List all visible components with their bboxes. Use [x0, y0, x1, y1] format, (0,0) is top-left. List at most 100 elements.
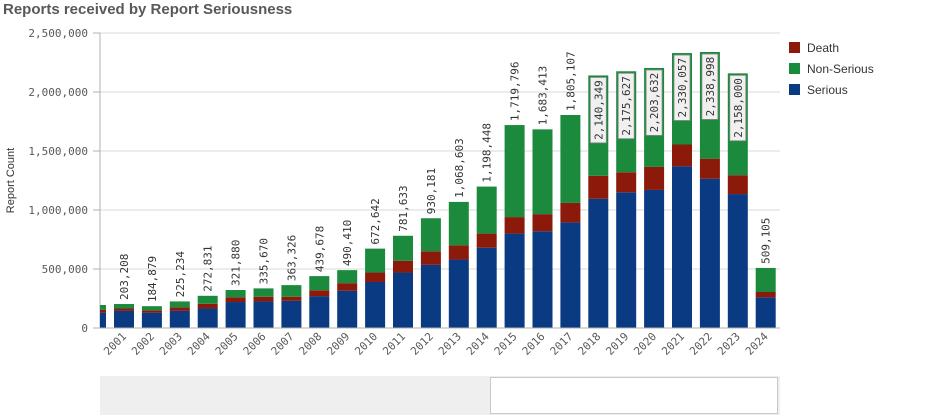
total-label: 184,879 [146, 256, 159, 302]
bar-segment-death [644, 166, 665, 190]
bar-segment-serious [644, 189, 665, 328]
x-tick-label: 2006 [241, 330, 269, 358]
bar-segment-serious [532, 231, 553, 328]
total-label: 781,633 [397, 185, 410, 231]
x-tick-label: 2011 [380, 330, 408, 358]
bar-segment-non-serious [169, 301, 190, 308]
bar-segment-serious [197, 308, 218, 328]
bar-segment-non-serious [476, 186, 497, 234]
bar-segment-non-serious [365, 248, 386, 273]
x-tick-label: 2023 [715, 330, 743, 358]
bar-segment-serious [727, 194, 748, 328]
total-label: 1,068,603 [453, 138, 466, 198]
legend-swatch [789, 42, 800, 53]
x-tick-label: 2016 [520, 330, 548, 358]
y-tick-label: 0 [81, 322, 88, 335]
bar-segment-death [560, 202, 581, 223]
bar-segment-serious [365, 281, 386, 328]
bar-segment-serious [616, 192, 637, 328]
total-label-box [617, 72, 635, 140]
chart-title: Reports received by Report Seriousness [3, 1, 293, 18]
bar-segment-death [225, 297, 246, 303]
bar-segment-serious [504, 233, 525, 328]
legend-swatch [789, 63, 800, 74]
x-tick-label: 2015 [492, 330, 520, 358]
bar-segment-death [672, 144, 692, 167]
y-tick-label: 1,000,000 [28, 204, 88, 217]
scrollbar-thumb[interactable] [490, 377, 778, 414]
total-label: 203,208 [118, 254, 131, 300]
bar-segment-non-serious [225, 290, 246, 298]
total-label: 335,670 [258, 238, 271, 284]
bar-segment-death [141, 310, 162, 313]
x-tick-label: 2020 [631, 330, 659, 358]
bar-segment-death [169, 307, 190, 311]
x-tick-label: 2024 [743, 330, 771, 358]
x-tick-label: 2013 [436, 330, 464, 358]
x-tick-label: 2012 [408, 330, 436, 358]
bar-series [100, 51, 776, 328]
bar-segment-death [197, 303, 218, 309]
legend-label: Serious [807, 83, 848, 97]
y-axis-label: Report Count [5, 148, 17, 213]
bar-segment-non-serious [197, 295, 218, 304]
legend-label: Non-Serious [807, 62, 874, 76]
bar-segment-serious [420, 264, 441, 328]
bar-segment-death [616, 172, 637, 193]
y-tick-label: 1,500,000 [28, 145, 88, 158]
x-tick-label: 2019 [603, 330, 631, 358]
legend-label: Death [807, 41, 839, 55]
total-labels: 203,208 184,879 225,234 272,831 321,880 335,6… [118, 51, 773, 302]
legend-swatch [789, 84, 800, 95]
bar-segment-death [114, 308, 134, 311]
bar-segment-non-serious [337, 270, 358, 284]
bar-segment-serious [448, 259, 469, 328]
bar-segment-non-serious [448, 201, 469, 246]
total-label: 2,330,057 [676, 58, 689, 118]
y-axis: 0 500,000 1,000,000 1,500,000 2,000,000 2,500… [28, 27, 101, 335]
x-tick-label: 2010 [352, 330, 380, 358]
x-tick-label: 2014 [464, 330, 492, 358]
x-tick-label: 2002 [129, 330, 157, 358]
bar-segment-serious [588, 198, 609, 328]
bar-segment-serious [337, 290, 358, 328]
x-axis: 2001 2002 2003 2004 2005 2006 2007 2008 2009 2010… [100, 327, 780, 358]
bar-segment-serious [281, 300, 302, 328]
bar-segment-non-serious [560, 114, 581, 203]
bar-segment-serious [560, 222, 581, 328]
bar-segment-death [504, 217, 525, 234]
total-label: 1,805,107 [564, 51, 577, 111]
bar-segment-partial [100, 312, 106, 328]
x-tick-label: 2003 [157, 330, 185, 358]
bar-segment-death [281, 296, 302, 301]
bar-segment-non-serious [532, 129, 553, 215]
bar-segment-serious [141, 312, 162, 328]
x-tick-label: 2008 [296, 330, 324, 358]
x-tick-label: 2007 [269, 330, 297, 358]
x-tick-label: 2022 [687, 330, 715, 358]
bar-segment-non-serious [755, 267, 776, 293]
bar-segment-serious [699, 178, 720, 328]
x-tick-label: 2021 [659, 330, 687, 358]
total-label: 2,140,349 [592, 80, 605, 140]
total-label: 225,234 [174, 251, 187, 298]
chart-scrollbar[interactable] [100, 376, 780, 415]
total-label: 363,326 [285, 235, 298, 281]
bar-segment-death [699, 158, 720, 179]
total-label: 1,198,448 [481, 123, 494, 183]
bar-segment-death [420, 251, 441, 265]
bar-segment-serious [309, 296, 330, 328]
bar-segment-death [476, 233, 497, 248]
bar-segment-serious [114, 310, 134, 328]
x-tick-label: 2005 [213, 330, 241, 358]
total-label: 2,338,998 [704, 57, 717, 117]
total-label-box [589, 77, 607, 144]
bar-segment-death [365, 272, 386, 282]
bar-segment-non-serious [114, 304, 134, 309]
bar-segment-partial [100, 304, 106, 310]
bar-segment-death [532, 214, 553, 232]
bar-segment-death [253, 296, 274, 302]
bar-segment-death [337, 283, 358, 291]
bar-segment-non-serious [141, 306, 162, 311]
bar-segment-serious [755, 297, 776, 328]
